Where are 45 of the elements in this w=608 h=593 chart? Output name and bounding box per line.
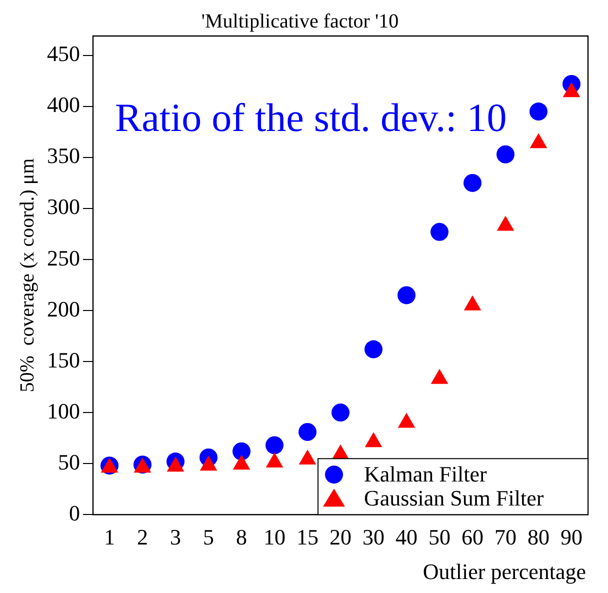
x-tick-label: 70 (494, 524, 516, 550)
point (496, 145, 514, 164)
x-tick-label: 15 (296, 524, 318, 550)
x-tick-label: 90 (560, 524, 582, 550)
point (398, 412, 416, 428)
y-tick-label: 150 (47, 347, 80, 372)
point (200, 456, 218, 471)
x-axis-title: Outlier percentage (422, 559, 586, 584)
y-tick-label: 250 (47, 245, 80, 270)
x-tick-label: 3 (170, 524, 181, 550)
x-tick-label: 40 (396, 524, 418, 550)
y-tick-label: 350 (47, 143, 80, 168)
x-tick-label: 5 (203, 524, 214, 550)
y-tick-label: 450 (47, 41, 80, 66)
point (266, 452, 284, 468)
x-tick-label: 60 (462, 524, 484, 550)
y-tick-label: 0 (69, 500, 80, 526)
point (530, 102, 548, 121)
x-tick-label: 20 (330, 524, 352, 550)
point (430, 222, 448, 241)
chart-title: 'Multiplicative factor '10 (201, 10, 399, 32)
y-tick-label: 100 (47, 398, 80, 424)
y-tick-label: 200 (47, 296, 80, 322)
x-tick-label: 1 (104, 524, 115, 550)
y-tick-label: 300 (47, 194, 80, 220)
point (464, 174, 482, 192)
x-tick-label: 2 (137, 524, 148, 550)
point (298, 449, 316, 464)
point (398, 286, 416, 304)
y-axis-title: 50% coverage (x coord.) μm (16, 158, 38, 392)
annotation: Ratio of the std. dev.: 10 (115, 95, 507, 140)
point (166, 456, 184, 472)
x-tick-label: 8 (236, 524, 247, 550)
point (364, 432, 382, 448)
y-tick-label: 50 (58, 449, 80, 474)
legend-label: Gaussian Sum Filter (364, 485, 544, 510)
y-tick-label: 400 (47, 92, 80, 118)
x-tick-label: 30 (362, 524, 384, 550)
point (430, 368, 448, 384)
x-tick-label: 10 (264, 524, 286, 550)
x-tick-label: 80 (528, 524, 550, 550)
point (464, 295, 482, 310)
x-tick-label: 50 (428, 524, 450, 550)
point (232, 454, 250, 470)
legend-label: Kalman Filter (364, 461, 488, 486)
